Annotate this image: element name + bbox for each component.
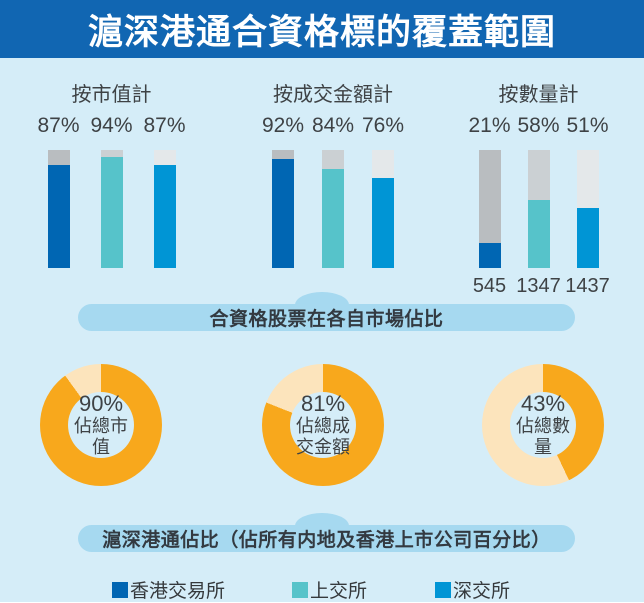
chart-title-turnover: 按成交金額計	[273, 84, 393, 106]
legend-item-sse: 上交所	[292, 581, 367, 602]
bar-count-label: 1437	[565, 275, 610, 297]
bar-szse	[153, 150, 176, 268]
szse-swatch-icon	[435, 581, 451, 598]
bar-hkex	[478, 150, 501, 268]
bar-fill-hkex	[272, 159, 294, 268]
bar-row	[258, 150, 408, 268]
title-banner: 滬深港通合資格標的覆蓋範圍	[0, 0, 644, 58]
banner-bump	[295, 513, 349, 526]
donut-percent-label: 81%	[300, 391, 346, 416]
bar-value-label: 84%	[311, 114, 355, 137]
bar-fill-hkex	[478, 243, 501, 268]
donut-percent-label: 90%	[78, 391, 124, 416]
bar-fill-szse	[153, 165, 176, 268]
bar-sse	[100, 150, 123, 268]
donut-section-caption: 滬深港通佔比（佔所有内地及香港上市公司百分比）	[102, 530, 551, 551]
bar-value-label: 51%	[566, 114, 609, 137]
legend-label: 香港交易所	[130, 581, 226, 602]
percent-label-row: 87% 94% 87%	[32, 112, 191, 140]
count-label-row: 545 1347 1437	[465, 274, 612, 298]
bar-fill-hkex	[47, 165, 70, 268]
bar-szse	[576, 150, 599, 268]
bar-value-label: 92%	[261, 114, 305, 137]
legend: 香港交易所 上交所 深交所	[0, 581, 644, 602]
banner-bump	[295, 292, 349, 305]
bar-value-label: 21%	[468, 114, 511, 137]
legend-label: 深交所	[453, 581, 511, 602]
bar-fill-sse	[322, 168, 344, 268]
donut-turnover: 81% 佔總成交金額	[262, 364, 384, 486]
donut-caption: 佔總數量	[516, 416, 570, 457]
bar-count-label: 545	[472, 275, 507, 297]
donut-hole: 43% 佔總數量	[510, 392, 576, 458]
legend-item-szse: 深交所	[435, 581, 510, 602]
bar-value-label: 58%	[517, 114, 560, 137]
bar-value-label: 94%	[90, 114, 133, 137]
chart-title-number: 按數量計	[498, 84, 579, 106]
page-title: 滬深港通合資格標的覆蓋範圍	[87, 12, 556, 52]
chart-title-market-cap: 按市值計	[71, 84, 152, 106]
donut-market-cap: 90% 佔總市值	[40, 364, 162, 486]
donut-hole: 90% 佔總市值	[68, 392, 134, 458]
legend-label: 上交所	[310, 581, 368, 602]
bar-fill-szse	[372, 178, 394, 268]
bar-fill-sse	[100, 157, 123, 268]
bar-section-caption-banner: 合資格股票在各自市場佔比	[78, 304, 575, 331]
donut-caption: 佔總成交金額	[296, 416, 350, 457]
bar-value-label: 76%	[361, 114, 405, 137]
bar-hkex	[47, 150, 70, 268]
donut-percent-label: 43%	[520, 391, 566, 416]
percent-label-row: 92% 84% 76%	[258, 112, 408, 140]
sse-swatch-icon	[292, 581, 308, 598]
bar-fill-szse	[576, 207, 599, 268]
donut-number: 43% 佔總數量	[482, 364, 604, 486]
bar-chart-by-market-cap: 按市值計 87% 94% 87%	[32, 78, 191, 298]
legend-item-hkex: 香港交易所	[112, 581, 225, 602]
bar-row	[465, 150, 612, 268]
bar-section-caption: 合資格股票在各自市場佔比	[209, 309, 444, 330]
donut-caption: 佔總市值	[74, 416, 128, 457]
bar-chart-by-number: 按數量計 21% 58% 51% 545 1347 1437	[465, 78, 612, 298]
donut-hole: 81% 佔總成交金額	[290, 392, 356, 458]
percent-label-row: 21% 58% 51%	[465, 112, 612, 140]
bar-fill-sse	[527, 199, 550, 268]
bar-value-label: 87%	[143, 114, 186, 137]
bar-szse	[372, 150, 394, 268]
bar-value-label: 87%	[37, 114, 80, 137]
donut-section-caption-banner: 滬深港通佔比（佔所有内地及香港上市公司百分比）	[78, 525, 575, 552]
hkex-swatch-icon	[112, 581, 128, 598]
bar-chart-by-turnover: 按成交金額計 92% 84% 76%	[258, 78, 408, 298]
bar-row	[32, 150, 191, 268]
bar-count-label: 1347	[516, 275, 561, 297]
bar-sse	[527, 150, 550, 268]
bar-hkex	[272, 150, 294, 268]
bar-sse	[322, 150, 344, 268]
